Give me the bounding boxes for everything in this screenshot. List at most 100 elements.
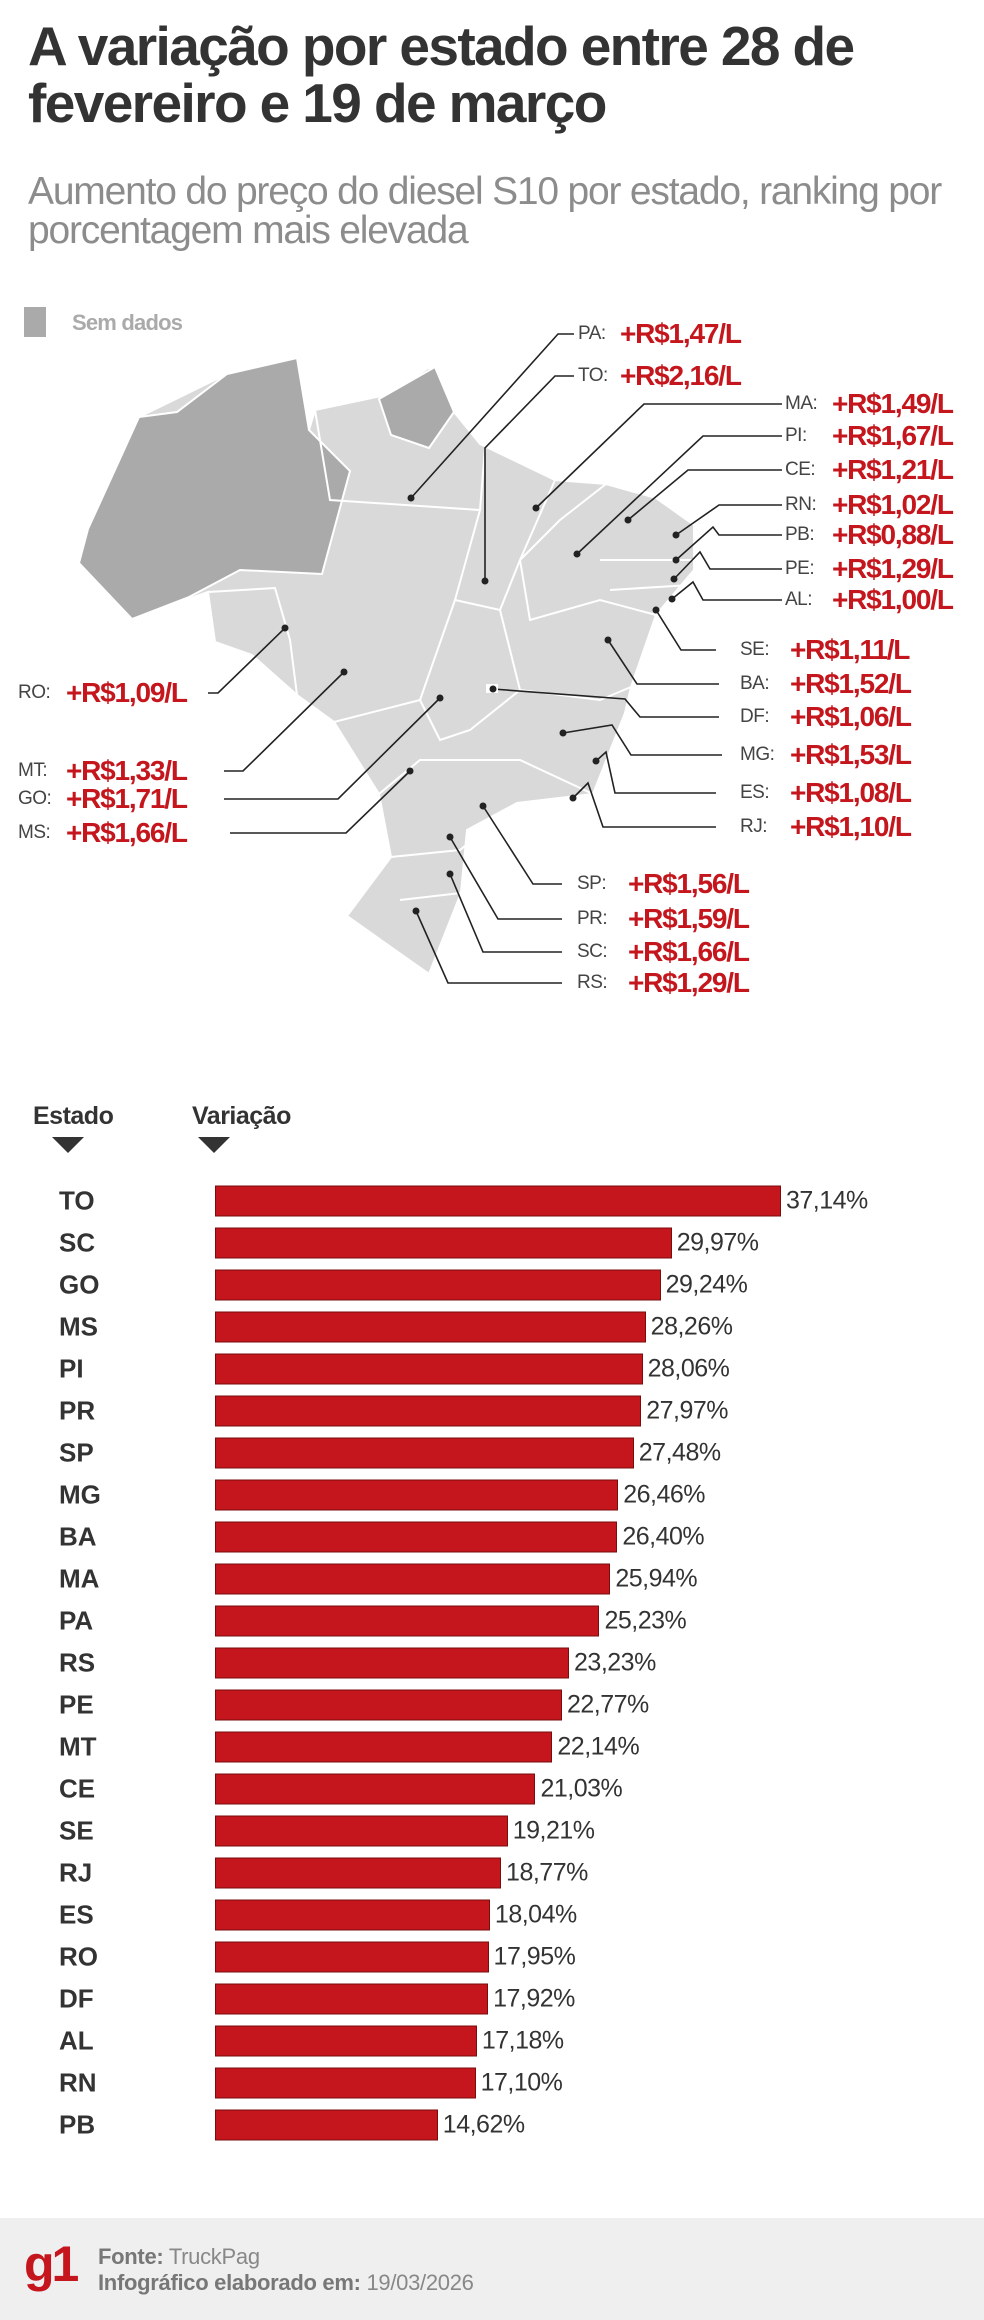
state-value-ms: +R$1,66/L bbox=[66, 817, 188, 848]
leader-line-to bbox=[484, 375, 574, 581]
bar-category-label: MS bbox=[59, 1311, 98, 1342]
state-label-es: ES: bbox=[740, 782, 770, 803]
leader-line-se bbox=[655, 609, 716, 651]
state-label-pi: PI: bbox=[785, 425, 807, 446]
bar-pe bbox=[215, 1689, 562, 1721]
bar-value-label: 18,04% bbox=[494, 1900, 577, 1929]
bar-rs bbox=[215, 1647, 570, 1679]
bar-pr bbox=[215, 1395, 642, 1427]
bar-se bbox=[215, 1815, 508, 1847]
bar-ms bbox=[215, 1311, 646, 1343]
bar-df bbox=[215, 1983, 489, 2015]
bar-value-label: 26,46% bbox=[623, 1480, 706, 1509]
bar-value-label: 29,97% bbox=[676, 1228, 759, 1257]
bar-ce bbox=[215, 1773, 536, 1805]
leader-line-mg bbox=[562, 724, 722, 756]
state-value-mt: +R$1,33/L bbox=[66, 755, 188, 786]
state-dot-pr bbox=[446, 833, 454, 841]
state-value-ro: +R$1,09/L bbox=[66, 677, 188, 708]
bar-category-label: CE bbox=[59, 1773, 96, 1804]
state-label-sp: SP: bbox=[577, 873, 607, 894]
bar-value-label: 17,18% bbox=[481, 2026, 564, 2055]
no-data-region-am-rr bbox=[77, 356, 352, 621]
state-value-pe: +R$1,29/L bbox=[832, 553, 954, 584]
source-value: TruckPag bbox=[168, 2244, 260, 2269]
state-label-rs: RS: bbox=[577, 972, 608, 993]
bar-category-label: RN bbox=[59, 2067, 97, 2098]
state-dot-sp bbox=[479, 802, 487, 810]
state-dot-ro bbox=[281, 624, 289, 632]
state-value-sc: +R$1,66/L bbox=[628, 936, 750, 967]
state-dot-pa bbox=[407, 494, 415, 502]
bar-pi bbox=[215, 1353, 643, 1385]
state-dot-ms bbox=[406, 767, 414, 775]
state-value-go: +R$1,71/L bbox=[66, 783, 188, 814]
bar-value-label: 27,48% bbox=[638, 1438, 721, 1467]
state-label-ba: BA: bbox=[740, 673, 770, 694]
bar-rn bbox=[215, 2067, 476, 2099]
bar-category-label: MA bbox=[59, 1563, 100, 1594]
bar-category-label: PB bbox=[59, 2109, 96, 2140]
state-label-se: SE: bbox=[740, 639, 770, 660]
state-label-al: AL: bbox=[785, 589, 813, 610]
column-header-variacao: Variação bbox=[192, 1102, 291, 1130]
leader-line-rn bbox=[675, 504, 782, 536]
bar-value-label: 22,14% bbox=[557, 1732, 640, 1761]
state-dot-pi bbox=[573, 550, 581, 558]
bar-category-label: MT bbox=[59, 1731, 97, 1762]
bar-rj bbox=[215, 1857, 502, 1889]
bar-value-label: 19,21% bbox=[512, 1816, 595, 1845]
g1-logo: g1 bbox=[24, 2236, 79, 2292]
leader-line-go bbox=[224, 697, 441, 800]
state-label-sc: SC: bbox=[577, 941, 608, 962]
brazil-map bbox=[77, 333, 782, 984]
leader-line-ce bbox=[627, 469, 782, 521]
state-dot-pe bbox=[670, 575, 678, 583]
state-dot-se bbox=[652, 606, 660, 614]
state-dot-pb bbox=[672, 556, 680, 564]
state-dots bbox=[281, 494, 680, 915]
state-value-es: +R$1,08/L bbox=[790, 777, 912, 808]
state-label-df: DF: bbox=[740, 706, 770, 727]
date-line: Infográfico elaborado em: 19/03/2026 bbox=[98, 2270, 474, 2296]
state-value-rj: +R$1,10/L bbox=[790, 811, 912, 842]
leader-line-pb bbox=[675, 525, 782, 561]
bar-to bbox=[215, 1185, 781, 1217]
bar-category-label: DF bbox=[59, 1983, 94, 2014]
bar-category-label: PA bbox=[59, 1605, 94, 1636]
bar-category-label: SE bbox=[59, 1815, 94, 1846]
state-dot-rn bbox=[672, 531, 680, 539]
state-value-sp: +R$1,56/L bbox=[628, 868, 750, 899]
column-header-estado: Estado bbox=[33, 1102, 114, 1130]
source-label: Fonte: bbox=[98, 2244, 164, 2269]
bar-mg bbox=[215, 1479, 619, 1511]
no-data-legend-label: Sem dados bbox=[72, 310, 183, 335]
bar-category-label: RO bbox=[59, 1941, 98, 1972]
leader-line-rj bbox=[572, 781, 716, 828]
state-label-pr: PR: bbox=[577, 908, 608, 929]
bar-sp bbox=[215, 1437, 634, 1469]
leader-line-sc bbox=[449, 873, 562, 953]
leader-line-rs bbox=[415, 910, 562, 984]
leader-line-es bbox=[595, 750, 716, 794]
bar-value-label: 37,14% bbox=[786, 1186, 868, 1215]
state-dot-df bbox=[489, 685, 497, 693]
bar-value-label: 22,77% bbox=[567, 1690, 649, 1719]
state-label-mt: MT: bbox=[18, 760, 48, 781]
state-value-rn: +R$1,02/L bbox=[832, 489, 954, 520]
leader-line-ms bbox=[230, 770, 411, 834]
state-label-go: GO: bbox=[18, 788, 52, 809]
state-value-pr: +R$1,59/L bbox=[628, 903, 750, 934]
bar-ma bbox=[215, 1563, 611, 1595]
state-label-rn: RN: bbox=[785, 494, 817, 515]
bar-go bbox=[215, 1269, 661, 1301]
state-value-ce: +R$1,21/L bbox=[832, 454, 954, 485]
date-value: 19/03/2026 bbox=[366, 2270, 474, 2295]
date-label: Infográfico elaborado em: bbox=[98, 2270, 361, 2295]
bar-value-label: 28,26% bbox=[650, 1312, 733, 1341]
bar-pb bbox=[215, 2109, 438, 2141]
state-value-pa: +R$1,47/L bbox=[620, 318, 742, 349]
leader-line-ba bbox=[607, 639, 719, 685]
state-dot-go bbox=[436, 694, 444, 702]
bar-value-label: 23,23% bbox=[574, 1648, 656, 1677]
